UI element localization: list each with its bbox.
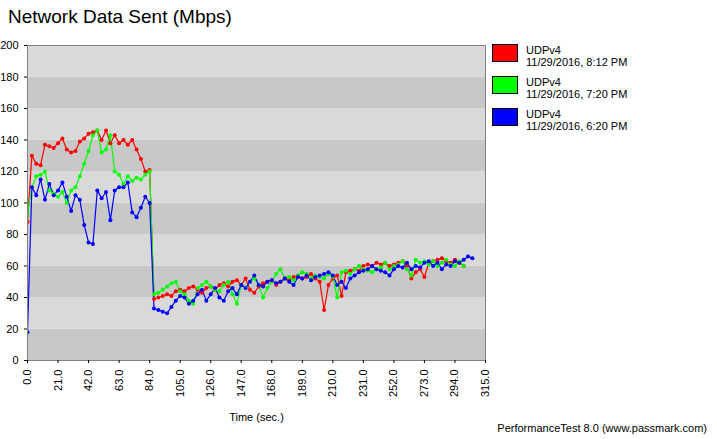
svg-text:189.0: 189.0: [296, 370, 308, 398]
svg-text:180: 180: [0, 71, 18, 83]
svg-text:315.0: 315.0: [479, 370, 491, 398]
svg-text:0: 0: [12, 354, 18, 366]
svg-text:42.0: 42.0: [82, 370, 94, 391]
svg-text:80: 80: [6, 228, 18, 240]
svg-text:273.0: 273.0: [418, 370, 430, 398]
svg-text:20: 20: [6, 323, 18, 335]
svg-text:60: 60: [6, 260, 18, 272]
svg-text:105.0: 105.0: [174, 370, 186, 398]
svg-text:21.0: 21.0: [52, 370, 64, 391]
svg-text:140: 140: [0, 134, 18, 146]
svg-text:126.0: 126.0: [204, 370, 216, 398]
html-text:11/29/2016, 8:12 PM: 11/29/2016, 8:12 PM: [526, 56, 628, 68]
svg-text:84.0: 84.0: [143, 370, 155, 391]
svg-text:210.0: 210.0: [326, 370, 338, 398]
svg-text:200: 200: [0, 39, 18, 51]
svg-text:252.0: 252.0: [387, 370, 399, 398]
svg-text:147.0: 147.0: [235, 370, 247, 398]
svg-text:231.0: 231.0: [357, 370, 369, 398]
svg-text:40: 40: [6, 291, 18, 303]
html-text:11/29/2016, 6:20 PM: 11/29/2016, 6:20 PM: [526, 120, 628, 132]
html-text:UDPv4: UDPv4: [526, 44, 561, 56]
svg-text:63.0: 63.0: [113, 370, 125, 391]
html-text:UDPv4: UDPv4: [526, 108, 561, 120]
svg-text:160: 160: [0, 102, 18, 114]
html-text:UDPv4: UDPv4: [526, 76, 561, 88]
svg-text:100: 100: [0, 197, 18, 209]
svg-text:168.0: 168.0: [265, 370, 277, 398]
html-text:11/29/2016, 7:20 PM: 11/29/2016, 7:20 PM: [526, 88, 628, 100]
svg-text:0.0: 0.0: [21, 370, 33, 385]
svg-text:Time (sec.): Time (sec.): [229, 411, 284, 423]
svg-text:294.0: 294.0: [448, 370, 460, 398]
html-text:Network Data Sent (Mbps): Network Data Sent (Mbps): [8, 6, 232, 27]
html-text:PerformanceTest 8.0 (www.passm: PerformanceTest 8.0 (www.passmark.com): [497, 422, 707, 434]
svg-text:120: 120: [0, 165, 18, 177]
